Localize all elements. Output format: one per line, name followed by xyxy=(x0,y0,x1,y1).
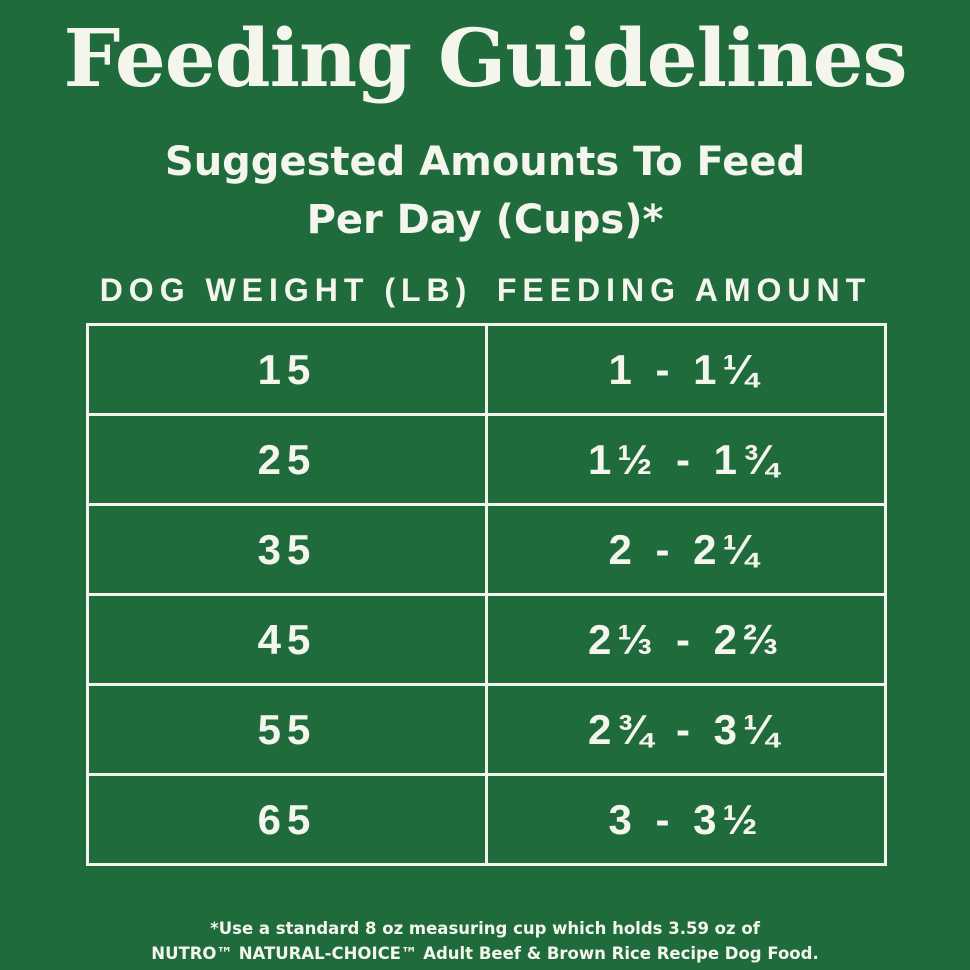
amount-cell: 1 - 1¼ xyxy=(485,323,887,416)
column-header-dog-weight: DOG WEIGHT (LB) xyxy=(99,272,473,308)
page-title: Feeding Guidelines xyxy=(63,11,907,105)
amount-cell: 1½ - 1¾ xyxy=(485,413,887,506)
amount-cell: 2⅓ - 2⅔ xyxy=(485,593,887,686)
footnote: *Use a standard 8 oz measuring cup which… xyxy=(0,916,970,966)
table-row: 45 2⅓ - 2⅔ xyxy=(86,593,887,686)
table-row: 65 3 - 3½ xyxy=(86,773,887,866)
amount-cell: 2¾ - 3¼ xyxy=(485,683,887,776)
weight-cell: 15 xyxy=(86,323,488,416)
subtitle-line-1: Suggested Amounts To Feed xyxy=(164,139,806,185)
weight-cell: 35 xyxy=(86,503,488,596)
table-row: 25 1½ - 1¾ xyxy=(86,413,887,506)
table-row: 15 1 - 1¼ xyxy=(86,323,887,416)
subtitle: Suggested Amounts To Feed Per Day (Cups)… xyxy=(0,133,970,249)
column-header-feeding-amount: FEEDING AMOUNT xyxy=(496,272,872,308)
amount-cell: 3 - 3½ xyxy=(485,773,887,866)
weight-cell: 25 xyxy=(86,413,488,506)
table-column-headers: DOG WEIGHT (LB) FEEDING AMOUNT xyxy=(0,268,970,312)
weight-cell: 55 xyxy=(86,683,488,776)
table-row: 35 2 - 2¼ xyxy=(86,503,887,596)
weight-cell: 65 xyxy=(86,773,488,866)
amount-cell: 2 - 2¼ xyxy=(485,503,887,596)
subtitle-line-2: Per Day (Cups)* xyxy=(306,197,664,243)
footnote-line-1: *Use a standard 8 oz measuring cup which… xyxy=(210,919,760,938)
feeding-table: 15 1 - 1¼ 25 1½ - 1¾ 35 2 - 2¼ 45 2⅓ - 2… xyxy=(86,323,887,866)
weight-cell: 45 xyxy=(86,593,488,686)
table-row: 55 2¾ - 3¼ xyxy=(86,683,887,776)
footnote-line-2: NUTRO™ NATURAL-CHOICE™ Adult Beef & Brow… xyxy=(151,944,819,963)
